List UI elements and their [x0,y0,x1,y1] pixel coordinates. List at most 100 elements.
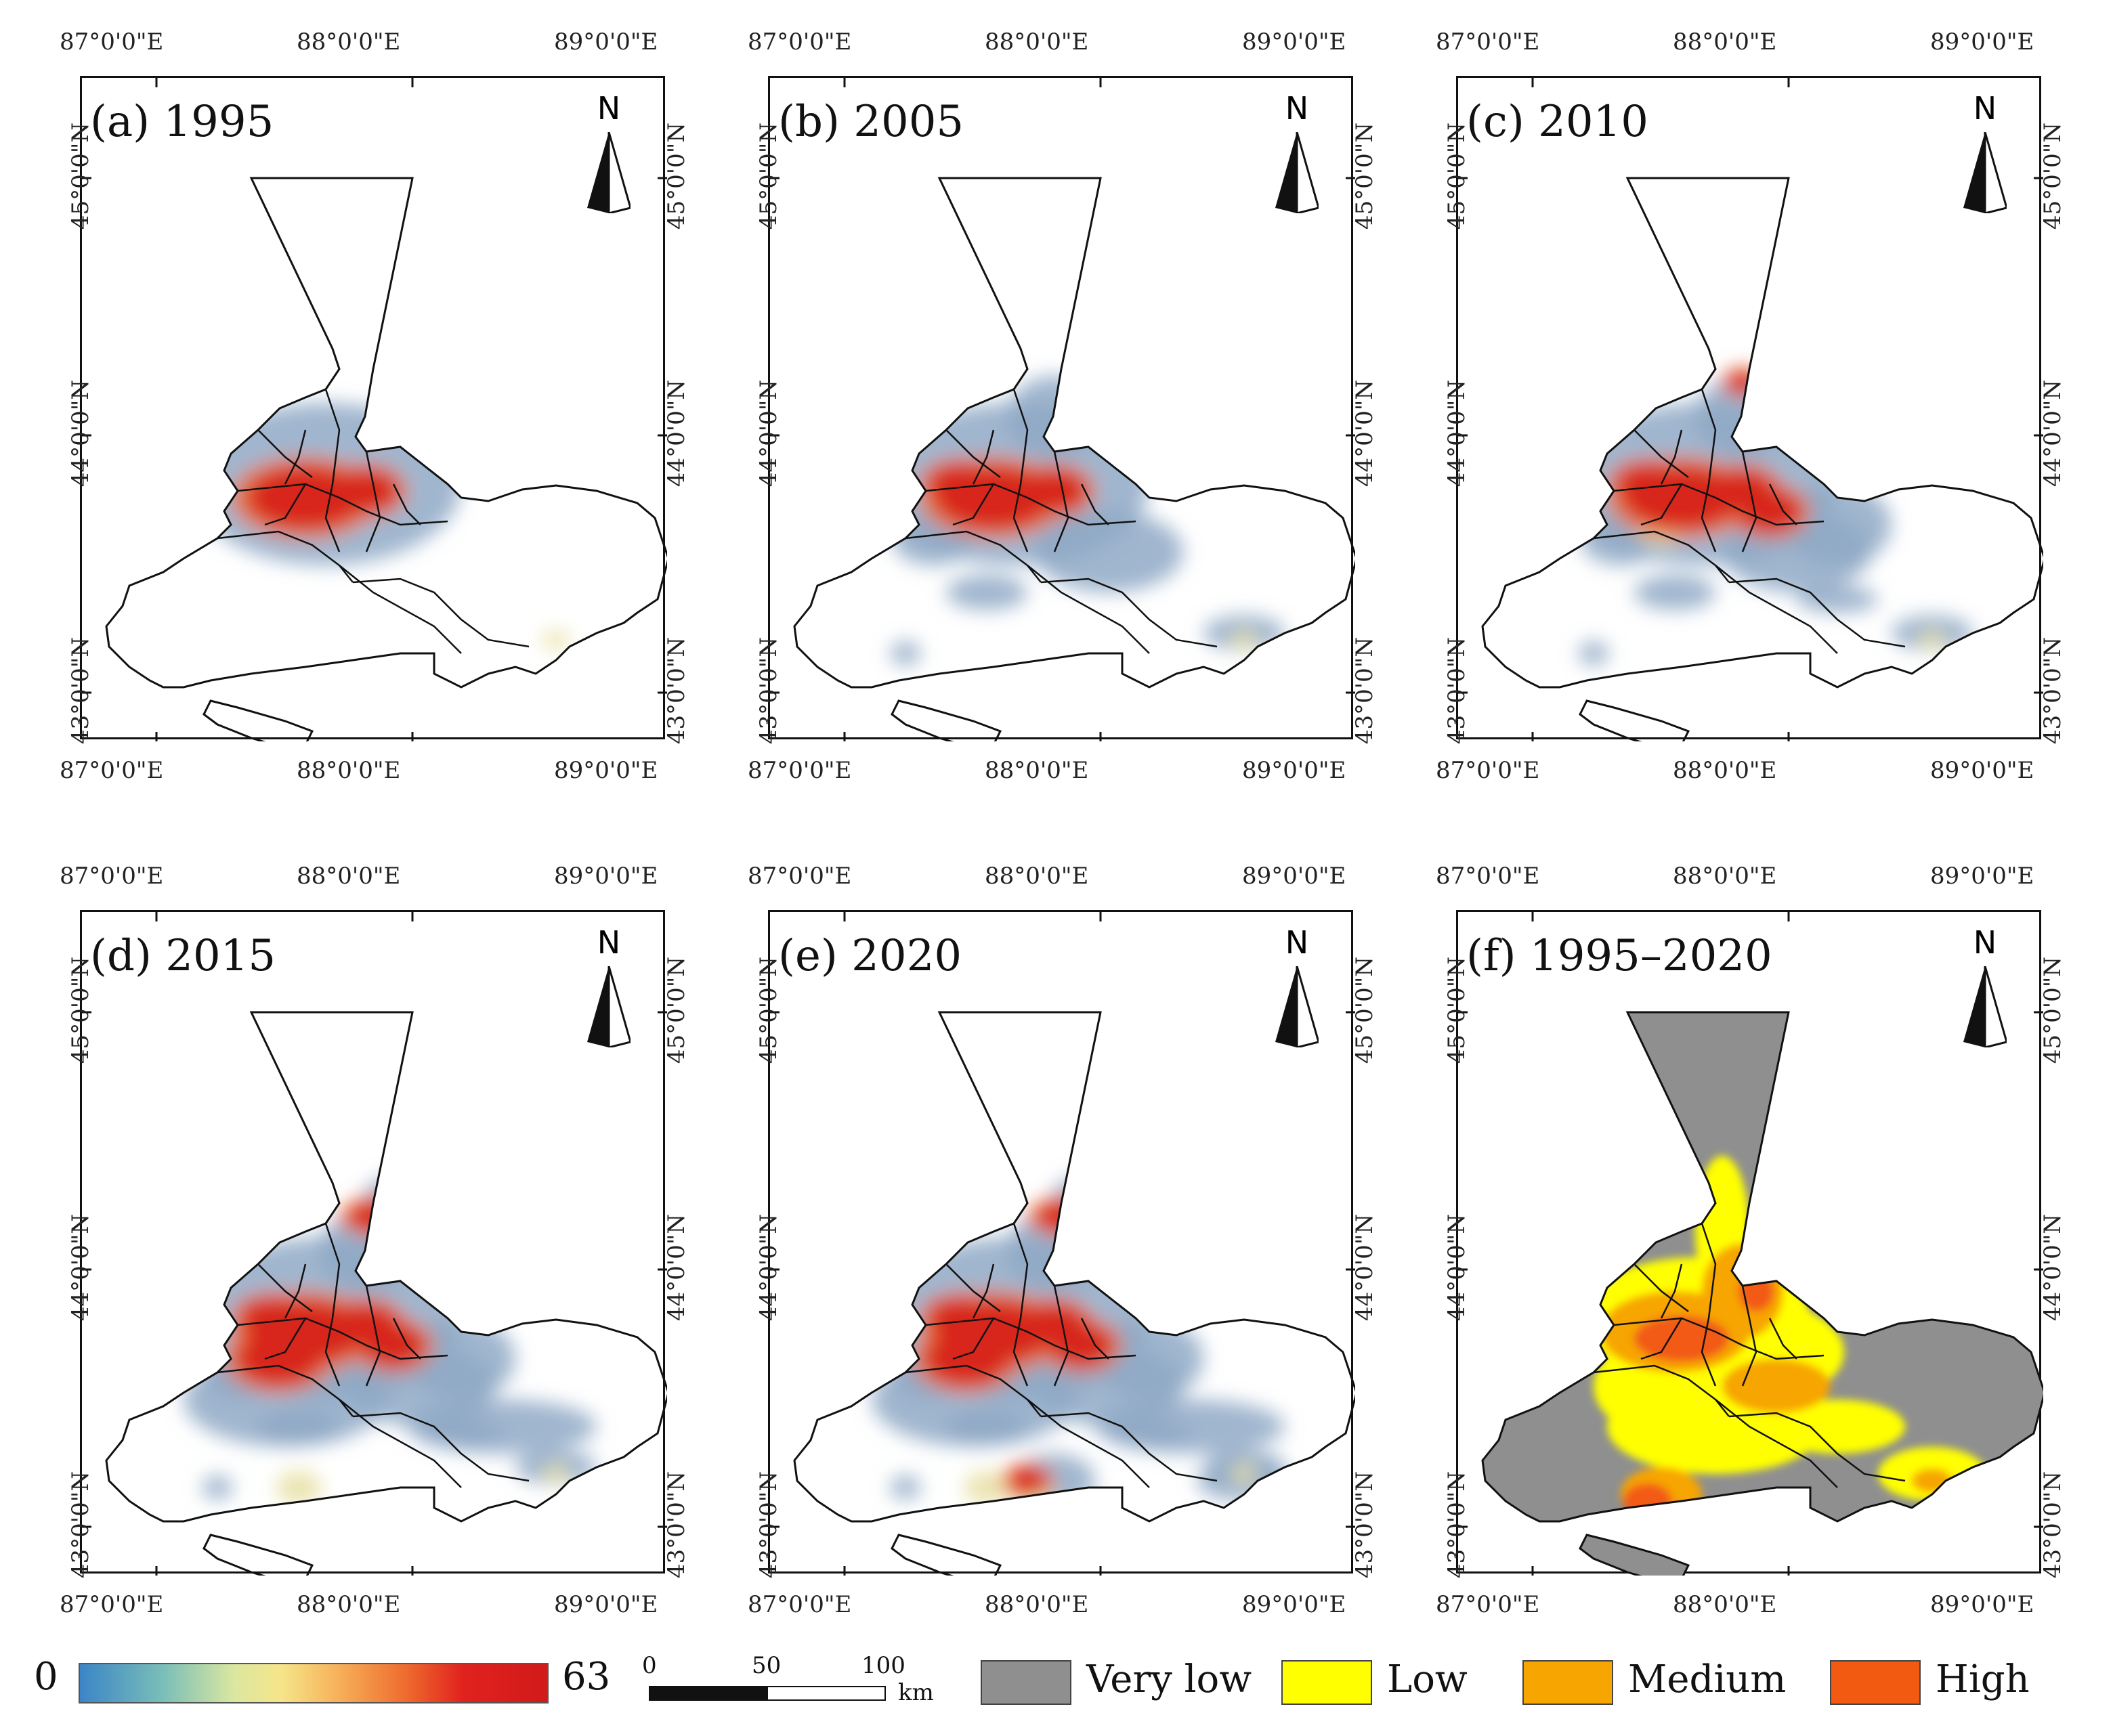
north-letter: N [597,924,621,961]
district-boundary [1660,429,1683,485]
map-panel-d: (d) 2015 N [80,910,667,1576]
lon-label-bottom: 89°0'0"E [554,757,658,784]
medium-class-area [1722,1359,1831,1413]
district-boundary [257,429,313,478]
north-arrow-icon [1963,132,2007,213]
lon-label-top: 88°0'0"E [1673,863,1777,890]
panel-title-a: (a) 1995 [90,97,274,147]
density-peak-blob [334,469,399,513]
lat-label-left: 45°0'0"N [755,956,783,1064]
legend-label-very-low: Very low [1086,1657,1252,1701]
lat-label-left: 45°0'0"N [755,122,783,230]
north-arrow: N [575,90,643,225]
scale-tick-50: 50 [752,1652,782,1679]
district-boundary [1080,1318,1109,1360]
density-colorbar [79,1663,549,1704]
lat-label-right: 43°0'0"N [1351,636,1379,745]
low-class-area [1770,1399,1905,1454]
region-boundary [105,177,667,689]
district-boundary [952,1318,995,1360]
lon-label-bottom: 89°0'0"E [1930,1591,2034,1618]
north-arrow-icon [1963,966,2007,1047]
legend-swatch-high [1830,1660,1921,1705]
legend-swatch-very-low [981,1660,1071,1705]
district-boundary [1027,1399,1150,1488]
district-boundary [1741,451,1757,552]
lon-label-bottom: 88°0'0"E [1673,757,1777,784]
lat-label-left: 45°0'0"N [1443,122,1471,230]
colorbar-max-label: 63 [562,1655,611,1699]
lat-label-right: 43°0'0"N [663,636,691,745]
map-svg-f [1458,912,2043,1576]
scale-tick-0: 0 [642,1652,657,1679]
lat-label-left: 44°0'0"N [1443,379,1471,487]
district-boundary [1741,1285,1757,1387]
legend-label-high: High [1936,1657,2030,1701]
density-low-blob [891,641,920,666]
lat-label-left: 43°0'0"N [1443,1471,1471,1579]
lon-label-top: 88°0'0"E [297,863,401,890]
lat-label-left: 44°0'0"N [67,1213,95,1322]
island-boundary [891,699,1002,741]
density-low-blob [1634,575,1715,610]
north-arrow-icon [1275,966,1319,1047]
lat-label-right: 43°0'0"N [2039,636,2067,745]
density-peak-blob [235,1332,322,1386]
lat-label-right: 45°0'0"N [663,956,691,1064]
density-low-blob [1095,1318,1203,1399]
density-peak-blob [1737,490,1802,533]
map-panel-f: (f) 1995–2020 N [1456,910,2043,1576]
lon-label-top: 87°0'0"E [60,28,164,56]
map-panel-b: (b) 2005 N [768,76,1355,741]
density-low-blob [1783,484,1892,565]
lon-label-bottom: 87°0'0"E [748,1591,852,1618]
high-class-area [1623,1483,1672,1519]
map-panel-a: (a) 1995 N [80,76,667,741]
district-boundary [365,1285,381,1387]
district-boundary [905,530,1042,583]
district-boundary [284,1263,307,1319]
lon-label-top: 89°0'0"E [1242,28,1346,56]
north-arrow: N [1263,924,1331,1060]
lat-label-left: 43°0'0"N [1443,636,1471,745]
lat-label-right: 44°0'0"N [1351,1213,1379,1322]
island-boundary [891,1534,1002,1576]
lon-label-bottom: 89°0'0"E [1242,757,1346,784]
lon-label-bottom: 89°0'0"E [1242,1591,1346,1618]
density-low-blob [1797,586,1878,613]
lat-label-right: 43°0'0"N [1351,1471,1379,1579]
district-boundary [339,1399,462,1488]
legend-swatch-low [1281,1660,1372,1705]
district-boundary [1593,530,1730,583]
lat-label-left: 45°0'0"N [1443,956,1471,1064]
north-arrow: N [1951,90,2019,225]
density-mid-blob [1231,630,1258,649]
lon-label-top: 87°0'0"E [1436,28,1540,56]
density-peak-blob [246,465,365,530]
north-arrow-icon [1275,132,1319,213]
district-boundary [945,429,1001,478]
north-arrow: N [1263,90,1331,225]
density-peak-blob [1615,463,1680,505]
colorbar-min-label: 0 [34,1655,58,1699]
lat-label-right: 43°0'0"N [663,1471,691,1579]
lat-label-left: 43°0'0"N [67,1471,95,1579]
density-mid-blob [1919,630,1946,649]
panel-title-b: (b) 2005 [778,97,964,147]
north-letter: N [1973,90,1997,127]
district-boundary [1728,578,1906,648]
low-class-area [1729,1536,1770,1561]
lon-label-top: 89°0'0"E [1930,863,2034,890]
lon-label-top: 89°0'0"E [1930,28,2034,56]
district-boundary [237,1317,448,1360]
map-svg-d [82,912,667,1576]
density-mid-blob [542,630,570,649]
lat-label-left: 45°0'0"N [67,122,95,230]
district-boundary [952,483,995,526]
island-boundary [202,1534,314,1576]
density-mid-blob [276,1471,322,1504]
lat-label-right: 44°0'0"N [2039,1213,2067,1322]
density-peak-blob [1022,469,1087,513]
island-boundary [1579,699,1690,741]
lon-label-top: 89°0'0"E [554,28,658,56]
